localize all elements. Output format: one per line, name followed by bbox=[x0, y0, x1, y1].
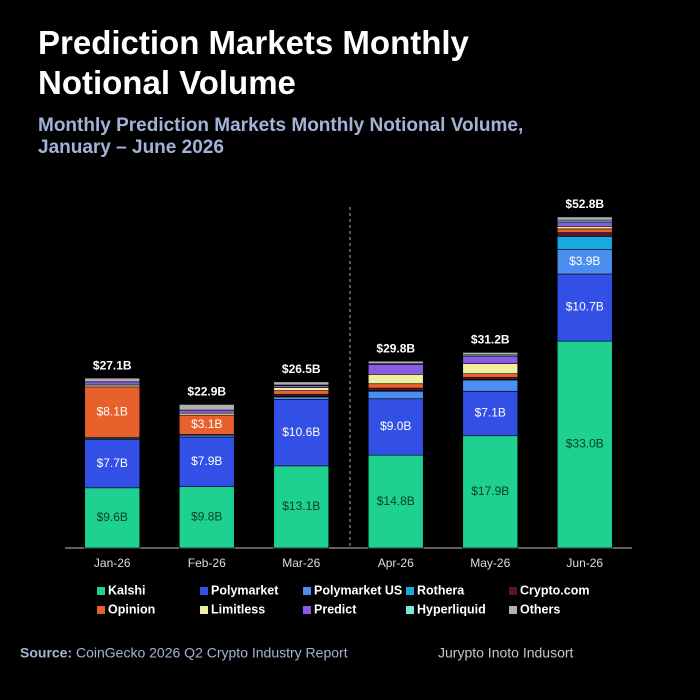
legend-label: Rothera bbox=[417, 583, 465, 597]
legend-label: Polymarket bbox=[211, 583, 279, 597]
bar-segment bbox=[367, 374, 424, 385]
legend-swatch bbox=[509, 587, 517, 595]
legend-swatch bbox=[303, 606, 311, 614]
legend-swatch bbox=[406, 587, 414, 595]
bar-segment bbox=[556, 221, 613, 227]
bar-segment bbox=[462, 355, 519, 364]
x-tick-label: Apr-26 bbox=[378, 556, 414, 570]
bar-segment bbox=[367, 454, 424, 549]
legend-label: Kalshi bbox=[108, 583, 146, 597]
legend-label: Limitless bbox=[211, 602, 265, 616]
source: CoinGecko 2026 Q2 Crypto Industry Report bbox=[76, 645, 348, 661]
data-label: $8.1B bbox=[97, 404, 128, 418]
bar-segment bbox=[556, 228, 613, 233]
bar-segment bbox=[556, 226, 613, 230]
legend-swatch bbox=[200, 606, 208, 614]
bar-segment bbox=[273, 465, 330, 549]
total-label: $31.2B bbox=[471, 333, 510, 347]
legend-label: Opinion bbox=[108, 602, 155, 616]
x-tick-label: Jan-26 bbox=[94, 556, 131, 570]
bar-segment bbox=[462, 379, 519, 392]
data-label: $17.9B bbox=[471, 484, 509, 498]
x-tick-label: Jun-26 bbox=[566, 556, 603, 570]
total-label: $26.5B bbox=[282, 362, 321, 376]
legend-swatch bbox=[97, 606, 105, 614]
data-label: $13.1B bbox=[282, 499, 320, 513]
data-label: $9.6B bbox=[97, 510, 128, 524]
legend-label: Crypto.com bbox=[520, 583, 589, 597]
legend-label: Polymarket US bbox=[314, 583, 402, 597]
legend-label: Predict bbox=[314, 602, 357, 616]
data-label: $7.9B bbox=[191, 454, 222, 468]
bar-segment bbox=[84, 377, 141, 383]
data-label: $7.7B bbox=[97, 456, 128, 470]
total-label: $29.8B bbox=[376, 341, 415, 355]
chart-title: Prediction Markets Monthly Notional Volum… bbox=[38, 24, 470, 101]
data-label: $7.1B bbox=[475, 406, 506, 420]
watermark: Jurypto Inoto Indusort bbox=[438, 645, 574, 661]
data-label: $10.6B bbox=[282, 425, 320, 439]
bar-segment bbox=[367, 387, 424, 391]
bar-segment bbox=[84, 487, 141, 549]
bar-segment bbox=[367, 363, 424, 375]
legend-label: Others bbox=[520, 602, 560, 616]
bar-segment bbox=[556, 232, 613, 237]
x-tick-label: May-26 bbox=[470, 556, 510, 570]
legend-swatch bbox=[97, 587, 105, 595]
bar-segment bbox=[556, 216, 613, 221]
legend-swatch bbox=[200, 587, 208, 595]
data-label: $3.9B bbox=[569, 254, 600, 268]
bar-segment bbox=[273, 390, 330, 395]
bar-segment bbox=[462, 363, 519, 374]
x-tick-label: Mar-26 bbox=[282, 556, 320, 570]
bar-segment bbox=[462, 390, 519, 437]
data-label: $14.8B bbox=[377, 494, 415, 508]
chart-subtitle: Monthly Prediction Markets Monthly Notio… bbox=[38, 115, 523, 158]
bar-segment bbox=[556, 273, 613, 342]
legend-label: Hyperliquid bbox=[417, 602, 486, 616]
bar-segment bbox=[273, 396, 330, 400]
bar-segment bbox=[84, 381, 141, 386]
bar-segment bbox=[556, 236, 613, 250]
bar-segment bbox=[367, 390, 424, 400]
bar-segment bbox=[178, 404, 235, 411]
bar-segment bbox=[273, 387, 330, 391]
data-label: $10.7B bbox=[566, 300, 604, 314]
bar-segment bbox=[178, 486, 235, 549]
bar-segment bbox=[178, 436, 235, 487]
legend-swatch bbox=[509, 606, 517, 614]
bar-segment bbox=[367, 383, 424, 389]
bar-segment bbox=[178, 409, 235, 414]
bar-segment bbox=[462, 435, 519, 549]
legend-swatch bbox=[303, 587, 311, 595]
total-label: $22.9B bbox=[187, 385, 226, 399]
bar-segment bbox=[84, 386, 141, 438]
legend-swatch bbox=[406, 606, 414, 614]
data-label: $9.0B bbox=[380, 419, 411, 433]
source-label: Source: bbox=[20, 645, 72, 661]
data-label: $9.8B bbox=[191, 509, 222, 523]
data-label: $3.1B bbox=[191, 417, 222, 431]
data-label: $33.0B bbox=[566, 437, 604, 451]
bar-segment bbox=[556, 249, 613, 275]
bar-segment bbox=[367, 360, 424, 364]
bar-segment bbox=[273, 381, 330, 386]
bar-segment bbox=[556, 340, 613, 549]
total-label: $27.1B bbox=[93, 358, 132, 372]
x-tick-label: Feb-26 bbox=[188, 556, 226, 570]
bar-segment bbox=[462, 352, 519, 356]
bar-segment bbox=[462, 373, 519, 378]
total-label: $52.8B bbox=[565, 197, 604, 211]
